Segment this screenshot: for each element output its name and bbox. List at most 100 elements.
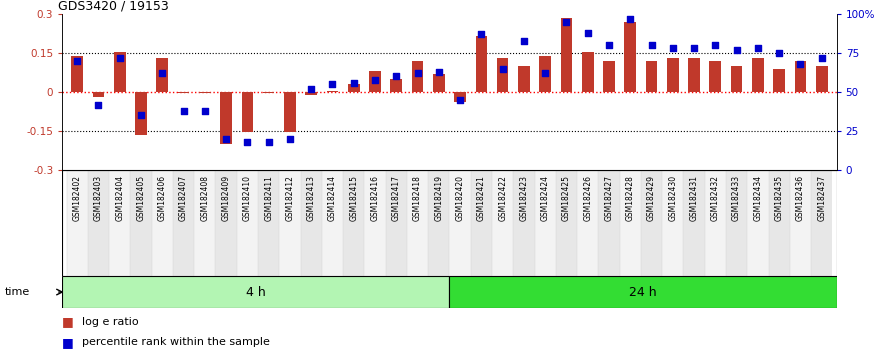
Bar xyxy=(577,170,598,276)
Bar xyxy=(343,170,364,276)
Bar xyxy=(535,170,556,276)
Text: GSM182428: GSM182428 xyxy=(626,175,635,221)
Point xyxy=(389,74,403,79)
Bar xyxy=(475,36,487,92)
Bar xyxy=(364,170,385,276)
Bar xyxy=(263,92,274,93)
Bar xyxy=(603,61,615,92)
Point xyxy=(368,77,382,82)
Point xyxy=(708,42,723,48)
Point xyxy=(134,113,148,118)
Bar xyxy=(348,84,360,92)
Bar xyxy=(582,52,594,92)
Bar xyxy=(322,170,343,276)
Point xyxy=(240,139,255,145)
Text: GSM182432: GSM182432 xyxy=(711,175,720,221)
Bar xyxy=(391,79,402,92)
Bar xyxy=(135,92,147,135)
Bar xyxy=(93,92,104,97)
Text: log e ratio: log e ratio xyxy=(82,317,139,327)
Bar xyxy=(369,71,381,92)
Point xyxy=(730,47,744,53)
Text: GSM182437: GSM182437 xyxy=(817,175,826,221)
Bar xyxy=(237,170,258,276)
Point xyxy=(814,55,829,61)
Point xyxy=(410,70,425,76)
Bar xyxy=(88,170,109,276)
Bar xyxy=(619,170,641,276)
Text: GSM182420: GSM182420 xyxy=(456,175,465,221)
Bar xyxy=(241,92,254,132)
Text: GSM182406: GSM182406 xyxy=(158,175,166,221)
Point xyxy=(283,136,297,142)
Bar xyxy=(471,170,492,276)
Bar xyxy=(795,61,806,92)
Point xyxy=(432,69,446,75)
Point xyxy=(92,102,106,107)
Point xyxy=(666,46,680,51)
Bar xyxy=(769,170,789,276)
Text: GSM182414: GSM182414 xyxy=(328,175,337,221)
Text: GSM182434: GSM182434 xyxy=(754,175,763,221)
Bar xyxy=(301,170,322,276)
Text: GSM182403: GSM182403 xyxy=(94,175,103,221)
Point xyxy=(602,42,616,48)
Bar xyxy=(449,276,837,308)
Bar xyxy=(199,92,211,93)
Bar xyxy=(385,170,407,276)
Bar xyxy=(556,170,577,276)
Point xyxy=(559,19,573,25)
Text: GSM182423: GSM182423 xyxy=(520,175,529,221)
Bar xyxy=(109,170,130,276)
Bar xyxy=(641,170,662,276)
Text: GSM182422: GSM182422 xyxy=(498,175,507,221)
Bar xyxy=(178,92,190,93)
Point xyxy=(580,30,595,36)
Point xyxy=(644,42,659,48)
Bar xyxy=(709,61,721,92)
Point xyxy=(155,70,169,76)
Text: ■: ■ xyxy=(62,315,74,328)
Point xyxy=(517,38,531,44)
Point xyxy=(262,139,276,145)
Point xyxy=(772,50,786,56)
Bar xyxy=(258,170,279,276)
Point xyxy=(474,32,489,37)
Text: GSM182419: GSM182419 xyxy=(434,175,443,221)
Text: GSM182436: GSM182436 xyxy=(796,175,805,221)
Bar xyxy=(130,170,151,276)
Point xyxy=(538,70,553,76)
Point xyxy=(496,66,510,72)
Bar xyxy=(194,170,215,276)
Bar xyxy=(327,91,338,92)
Point xyxy=(687,46,701,51)
Bar xyxy=(220,92,232,144)
Text: GSM182416: GSM182416 xyxy=(370,175,379,221)
Bar xyxy=(726,170,748,276)
Text: GSM182415: GSM182415 xyxy=(349,175,359,221)
Bar xyxy=(173,170,194,276)
Bar xyxy=(151,170,173,276)
Text: percentile rank within the sample: percentile rank within the sample xyxy=(82,337,270,348)
Text: 4 h: 4 h xyxy=(246,286,266,298)
Text: GSM182425: GSM182425 xyxy=(562,175,571,221)
Text: GSM182418: GSM182418 xyxy=(413,175,422,221)
Bar xyxy=(412,61,424,92)
Text: GSM182407: GSM182407 xyxy=(179,175,188,221)
Point xyxy=(751,46,765,51)
Text: GSM182426: GSM182426 xyxy=(583,175,592,221)
Bar xyxy=(773,69,785,92)
Bar xyxy=(752,58,764,92)
Text: GSM182412: GSM182412 xyxy=(286,175,295,221)
Point xyxy=(326,81,340,87)
Bar xyxy=(625,22,636,92)
Bar xyxy=(428,170,449,276)
Bar xyxy=(705,170,726,276)
Bar xyxy=(284,92,295,132)
Point xyxy=(453,97,467,103)
Text: GSM182402: GSM182402 xyxy=(73,175,82,221)
Bar xyxy=(662,170,684,276)
Bar xyxy=(731,66,742,92)
Text: GSM182409: GSM182409 xyxy=(222,175,231,221)
Bar xyxy=(67,170,88,276)
